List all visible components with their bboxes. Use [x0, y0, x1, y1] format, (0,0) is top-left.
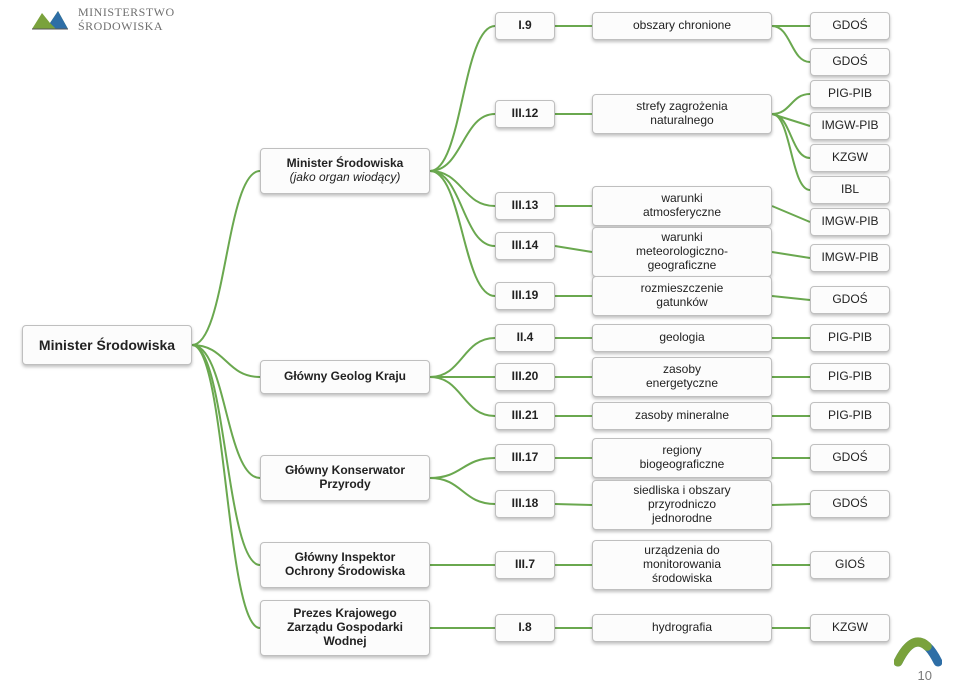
node-c4: III.19 — [495, 282, 555, 310]
node-d7: zasoby mineralne — [592, 402, 772, 430]
node-e4: KZGW — [810, 144, 890, 172]
edge-b2-c9 — [430, 478, 495, 504]
edge-b1-c7 — [430, 377, 495, 416]
edge-b1-c5 — [430, 338, 495, 377]
node-b1: Główny Geolog Kraju — [260, 360, 430, 394]
edge-d4-e8 — [772, 296, 810, 300]
node-c3: III.14 — [495, 232, 555, 260]
node-e10: PIG-PIB — [810, 363, 890, 391]
edge-d0-e1 — [772, 26, 810, 62]
node-c2: III.13 — [495, 192, 555, 220]
node-e0: GDOŚ — [810, 12, 890, 40]
node-b2: Główny Konserwator Przyrody — [260, 455, 430, 501]
logo-icon — [30, 5, 70, 35]
edge-root-b1 — [192, 345, 260, 377]
node-c1: III.12 — [495, 100, 555, 128]
node-d9: siedliska i obszary przyrodniczo jednoro… — [592, 480, 772, 530]
edge-d1-e4 — [772, 114, 810, 158]
node-b4: Prezes Krajowego Zarządu Gospodarki Wodn… — [260, 600, 430, 656]
node-e3: IMGW-PIB — [810, 112, 890, 140]
node-c0: I.9 — [495, 12, 555, 40]
node-b3: Główny Inspektor Ochrony Środowiska — [260, 542, 430, 588]
node-c9: III.18 — [495, 490, 555, 518]
node-d4: rozmieszczenie gatunków — [592, 276, 772, 316]
node-root: Minister Środowiska — [22, 325, 192, 365]
node-e14: GIOŚ — [810, 551, 890, 579]
edge-b0-c0 — [430, 26, 495, 171]
node-e6: IMGW-PIB — [810, 208, 890, 236]
page-number: 10 — [918, 668, 932, 683]
edge-d1-e5 — [772, 114, 810, 190]
edge-root-b3 — [192, 345, 260, 565]
node-d6: zasoby energetyczne — [592, 357, 772, 397]
edge-c9-d9 — [555, 504, 592, 505]
node-e7: IMGW-PIB — [810, 244, 890, 272]
node-e8: GDOŚ — [810, 286, 890, 314]
edge-d3-e7 — [772, 252, 810, 258]
node-c7: III.21 — [495, 402, 555, 430]
node-d1: strefy zagrożenia naturalnego — [592, 94, 772, 134]
node-c10: III.7 — [495, 551, 555, 579]
node-d0: obszary chronione — [592, 12, 772, 40]
node-d10: urządzenia do monitorowania środowiska — [592, 540, 772, 590]
edge-root-b2 — [192, 345, 260, 478]
edge-d2-e6 — [772, 206, 810, 222]
edge-d1-e3 — [772, 114, 810, 126]
node-c11: I.8 — [495, 614, 555, 642]
node-e5: IBL — [810, 176, 890, 204]
node-d8: regiony biogeograficzne — [592, 438, 772, 478]
node-c8: III.17 — [495, 444, 555, 472]
node-e9: PIG-PIB — [810, 324, 890, 352]
edge-b0-c3 — [430, 171, 495, 246]
edge-b0-c1 — [430, 114, 495, 171]
node-d5: geologia — [592, 324, 772, 352]
edge-c3-d3 — [555, 246, 592, 252]
node-d3: warunki meteorologiczno- geograficzne — [592, 227, 772, 277]
edge-root-b0 — [192, 171, 260, 345]
node-e13: GDOŚ — [810, 490, 890, 518]
node-d11: hydrografia — [592, 614, 772, 642]
node-e1: GDOŚ — [810, 48, 890, 76]
node-c6: III.20 — [495, 363, 555, 391]
node-d2: warunki atmosferyczne — [592, 186, 772, 226]
node-e12: GDOŚ — [810, 444, 890, 472]
edge-d9-e13 — [772, 504, 810, 505]
node-b0: Minister Środowiska(jako organ wiodący) — [260, 148, 430, 194]
node-c5: II.4 — [495, 324, 555, 352]
node-e11: PIG-PIB — [810, 402, 890, 430]
node-e15: KZGW — [810, 614, 890, 642]
logo-line2: ŚRODOWISKA — [78, 20, 175, 34]
edge-root-b4 — [192, 345, 260, 628]
logo-line1: MINISTERSTWO — [78, 6, 175, 20]
ministry-logo: MINISTERSTWO ŚRODOWISKA — [30, 5, 175, 35]
edge-b0-c2 — [430, 171, 495, 206]
edge-d1-e2 — [772, 94, 810, 114]
edge-b0-c4 — [430, 171, 495, 296]
node-e2: PIG-PIB — [810, 80, 890, 108]
edge-b2-c8 — [430, 458, 495, 478]
